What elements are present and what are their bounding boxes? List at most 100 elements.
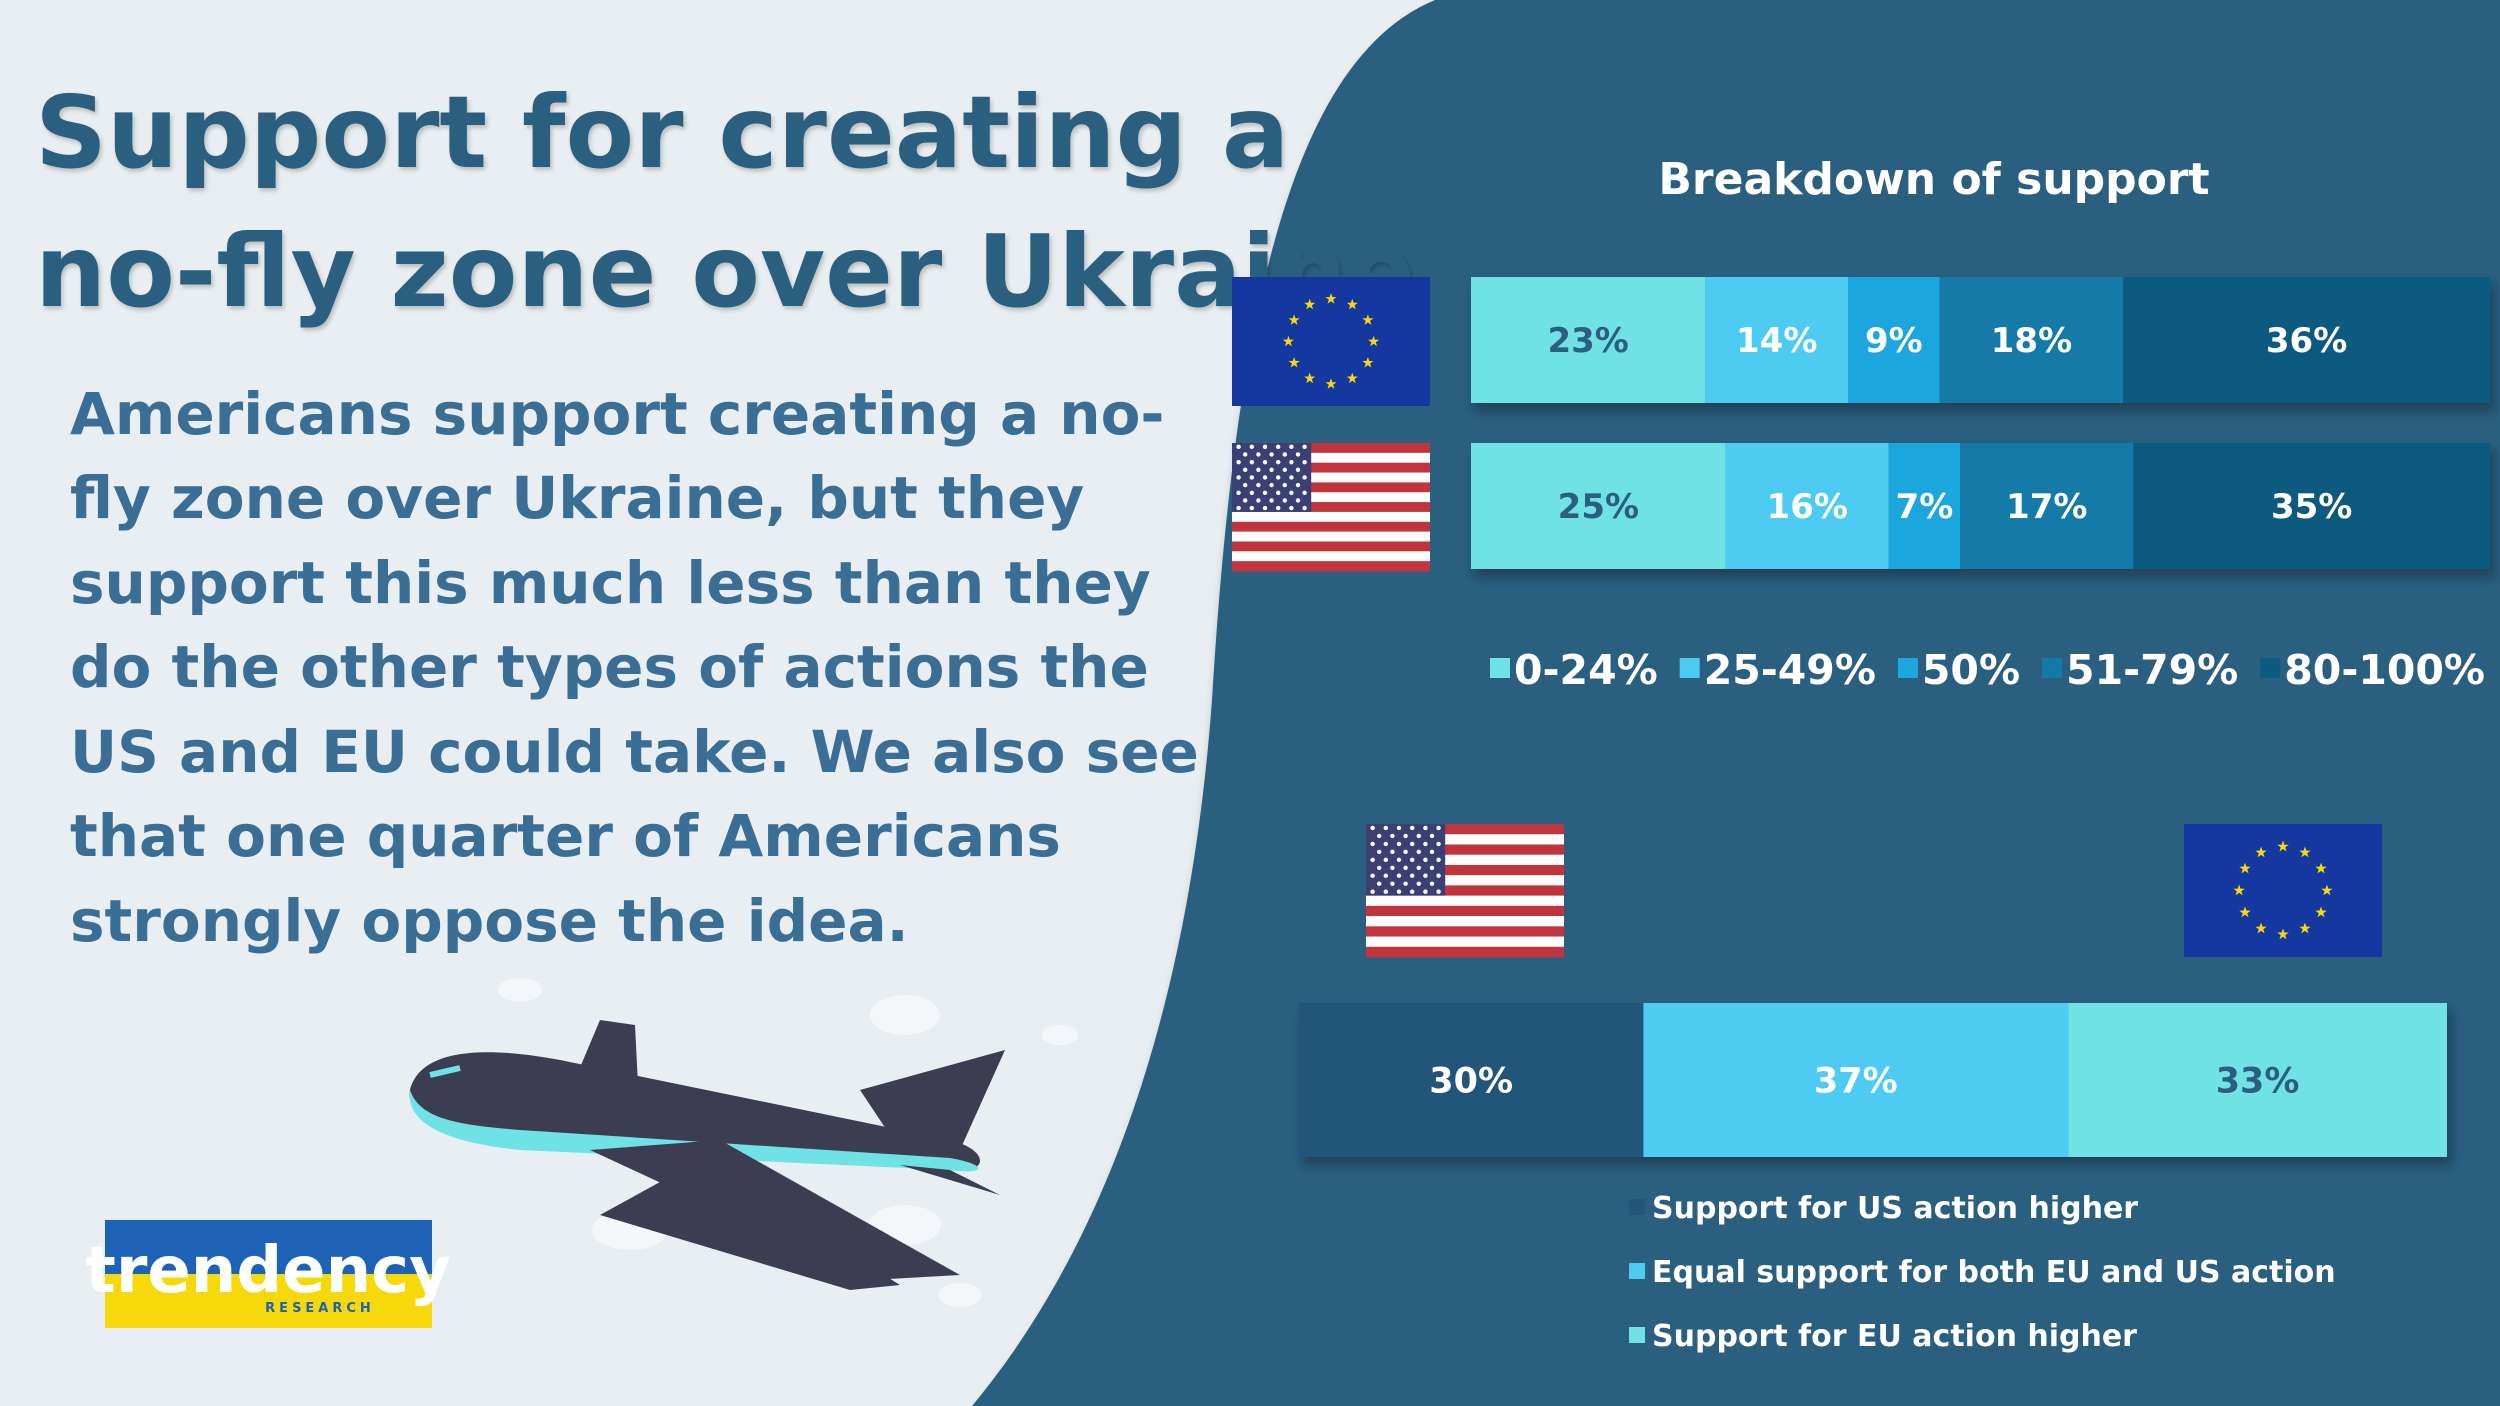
flag-stripe — [1366, 844, 1564, 856]
flag-star — [1370, 857, 1375, 863]
flag-star — [1383, 889, 1389, 894]
flag-stripe — [1232, 541, 1430, 552]
flag-star — [2299, 846, 2311, 858]
flag-star — [2233, 884, 2245, 896]
value-label: 23% — [1547, 321, 1628, 361]
flag-star — [1416, 833, 1422, 839]
value-label: 33% — [2216, 1062, 2300, 1102]
body-line: support this much less than they — [70, 549, 1151, 617]
flag-star — [1289, 444, 1294, 450]
legend-swatch — [1897, 658, 1918, 678]
flag-stripe — [1232, 561, 1430, 572]
flag-stripe — [1232, 462, 1430, 474]
legend-label: 80-100% — [2284, 646, 2485, 694]
logo-text: trendency — [85, 1234, 451, 1308]
flag-star — [1383, 841, 1389, 847]
flag-star — [1236, 490, 1241, 495]
bar-segment — [1888, 443, 1961, 569]
flag-star — [1243, 498, 1248, 503]
flag-star — [1429, 881, 1435, 886]
flag-star — [1325, 378, 1337, 389]
flag-stripe — [1232, 511, 1430, 523]
bar-segment — [1939, 277, 2124, 403]
flag-stripe — [1232, 482, 1430, 493]
legend-label: 51-79% — [2066, 646, 2238, 694]
legend-label: Support for EU action higher — [1652, 1319, 2137, 1354]
flag-star — [1276, 490, 1281, 495]
headline: Support for creating a no-fly zone over … — [35, 74, 1415, 330]
flag-star — [1302, 459, 1307, 465]
flag-stripe — [1366, 926, 1564, 938]
flag-stripe — [1366, 895, 1564, 907]
value-label: 30% — [1429, 1062, 1513, 1102]
flag-star — [1249, 444, 1255, 450]
flag-stripe — [1366, 834, 1564, 845]
flag-stripe — [1232, 502, 1430, 513]
flag-star — [1390, 849, 1395, 855]
body-text: Americans support creating a no- fly zon… — [70, 380, 1199, 955]
flag-star — [1423, 825, 1428, 831]
flag-stripe — [1232, 531, 1430, 542]
bar-row — [1471, 277, 2490, 403]
flag-star — [2315, 862, 2327, 874]
body-line: strongly oppose the idea. — [70, 887, 909, 955]
flag-star — [1423, 873, 1428, 878]
flag-star — [1302, 475, 1307, 480]
flag-star — [1236, 459, 1241, 465]
bar-segment — [1705, 277, 1849, 403]
eu-flag — [2184, 824, 2382, 957]
legend-label: Equal support for both EU and US action — [1652, 1255, 2336, 1290]
flag-star — [1288, 357, 1300, 368]
flag-star — [1396, 841, 1402, 847]
flag-stripe — [1366, 885, 1564, 897]
flag-star — [1423, 889, 1428, 894]
flag-star — [1423, 857, 1428, 863]
flag-star — [1410, 841, 1415, 847]
flag-star — [1302, 490, 1307, 495]
flag-star — [1262, 444, 1268, 450]
flag-star — [1262, 505, 1268, 511]
value-label: 37% — [1814, 1062, 1898, 1102]
flag-star — [1410, 889, 1415, 894]
flag-star — [1276, 475, 1281, 480]
title-line: no-fly zone over Ukraine — [35, 213, 1415, 330]
flag-star — [1436, 841, 1441, 847]
flag-star — [1429, 865, 1435, 870]
flag-star — [1236, 505, 1241, 511]
legend-swatch — [1679, 658, 1700, 678]
flag-star — [1236, 475, 1241, 480]
flag-star — [1295, 452, 1301, 457]
logo: trendency RESEARCH — [85, 1220, 451, 1328]
flag-star — [1325, 293, 1337, 304]
flag-star — [1282, 482, 1288, 488]
legend-swatch — [1490, 658, 1510, 678]
flag-stripe — [1366, 905, 1564, 917]
flag-star — [1396, 873, 1402, 878]
flag-stripe — [1232, 452, 1430, 464]
flag-star — [2255, 846, 2267, 858]
value-label: 7% — [1896, 487, 1954, 527]
bar-segment — [2133, 443, 2490, 569]
flag-star — [1370, 841, 1375, 847]
value-label: 18% — [1991, 321, 2072, 361]
flag-star — [1429, 849, 1435, 855]
value-label: 9% — [1865, 321, 1923, 361]
flag-star — [1377, 849, 1382, 855]
flag-star — [1403, 865, 1408, 870]
flag-star — [1423, 841, 1428, 847]
flag-star — [1289, 490, 1294, 495]
legend-swatch — [1629, 1263, 1645, 1279]
flag-star — [2239, 906, 2251, 918]
flag-star — [1362, 314, 1374, 325]
bar-segment — [2123, 277, 2490, 403]
flag-star — [1436, 825, 1441, 831]
chart-title: Breakdown of support — [1658, 154, 2209, 205]
legend-label: 50% — [1922, 646, 2020, 694]
flag-stripe — [1366, 824, 1564, 835]
body-line: fly zone over Ukraine, but they — [70, 464, 1084, 532]
flag-star — [1276, 444, 1281, 450]
bar-segment — [1643, 1003, 2069, 1157]
bar-row — [1299, 1003, 2447, 1157]
flag-star — [1403, 849, 1408, 855]
